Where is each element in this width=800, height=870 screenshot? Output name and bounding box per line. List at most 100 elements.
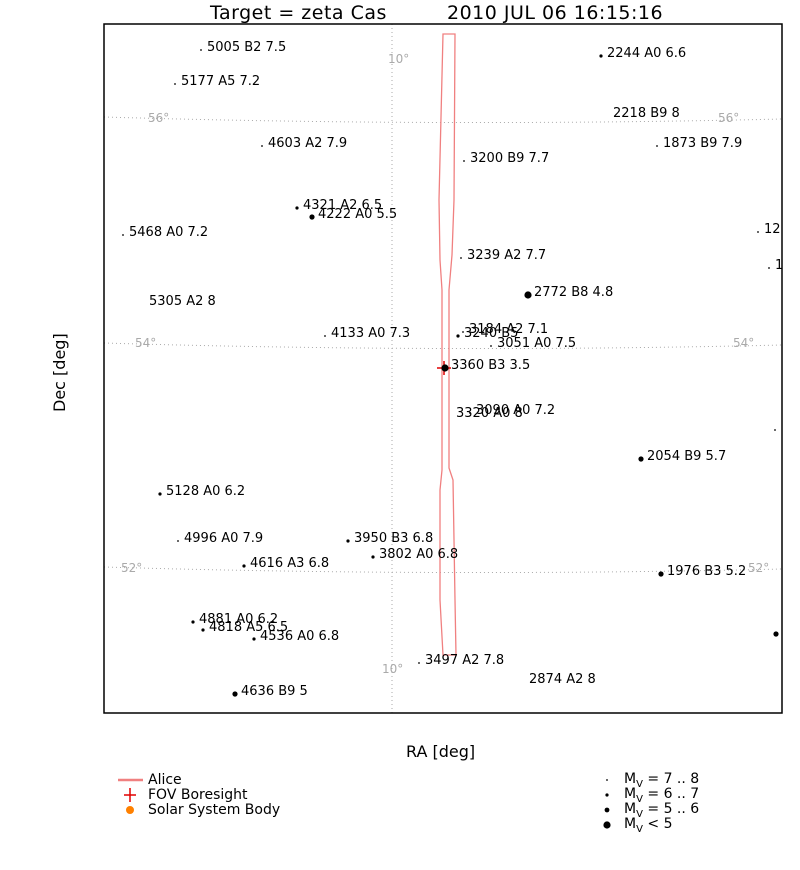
star-4: 4603 A2 7.9 [261, 136, 347, 151]
dec-grid-label-right-2: 52° [748, 561, 769, 575]
star-label-28: 4616 A3 6.8 [250, 556, 329, 571]
star-19: 3360 B3 3.5 [441, 358, 530, 373]
star-marker-9 [122, 234, 124, 236]
star-label-31: 4818 A5 6.5 [209, 620, 288, 635]
star-label-7: 4321 A2 6.5 [303, 198, 382, 213]
star-marker-7 [295, 206, 299, 210]
star-label-23: 2054 B9 5.7 [647, 449, 726, 464]
star-20: 3090 A0 7.2 [469, 403, 555, 418]
star-layer: 5005 B2 7.5 2244 A0 6.6 5177 A5 7.2 2218 B9… [122, 40, 783, 699]
star-0: 5005 B2 7.5 [200, 40, 286, 55]
star-marker-32 [252, 637, 256, 641]
star-27: 3802 A0 6.8 [371, 547, 458, 562]
star-label-5: 3200 B9 7.7 [470, 151, 549, 166]
star-marker-20 [469, 412, 471, 414]
star-label-35: 2874 A2 8 [529, 672, 596, 687]
star-marker-8 [309, 214, 315, 220]
y-axis-label: Dec [deg] [50, 333, 69, 412]
star-label-3: 2218 B9 8 [613, 106, 680, 121]
star-26: 3950 B3 6.8 [346, 531, 433, 546]
star-30: 4881 A0 6.2 [191, 612, 278, 627]
star-17: 3240 B5 [456, 326, 518, 341]
star-12: 1 [768, 258, 783, 273]
star-label-4: 4603 A2 7.9 [268, 136, 347, 151]
star-10: 12 [757, 222, 781, 237]
grid-lines: 56° 56° 54° 54° 52° 52° 10° 10° [103, 24, 783, 713]
star-31: 4818 A5 6.5 [201, 620, 288, 635]
star-21: 3320 A0 8 [456, 406, 523, 421]
star-label-26: 3950 B3 6.8 [354, 531, 433, 546]
star-label-25: 4996 A0 7.9 [184, 531, 263, 546]
star-label-18: 3051 A0 7.5 [497, 336, 576, 351]
dec-grid-line-1 [103, 342, 783, 350]
star-marker-10 [757, 231, 759, 233]
star-label-29: 1976 B3 5.2 [667, 564, 746, 579]
dec-grid-label-left-2: 52° [121, 561, 142, 575]
star-label-36: 4636 B9 5 [241, 684, 308, 699]
star-marker-0 [200, 49, 202, 51]
star-marker-12 [768, 267, 770, 269]
star-6: 1873 B9 7.9 [656, 136, 742, 151]
dec-grid-line-2 [103, 566, 783, 574]
dec-grid-label-right-0: 56° [718, 111, 739, 125]
star-marker-17 [456, 334, 460, 338]
star-label-27: 3802 A0 6.8 [379, 547, 458, 562]
star-marker-24 [158, 492, 162, 496]
star-marker-28 [242, 564, 246, 568]
star-label-0: 5005 B2 7.5 [207, 40, 286, 55]
x-axis-label: RA [deg] [406, 742, 476, 761]
star-marker-6 [656, 145, 658, 147]
star-29: 1976 B3 5.2 [658, 564, 746, 579]
dec-grid-label-left-1: 54° [135, 336, 156, 350]
star-label-34: 3497 A2 7.8 [425, 653, 504, 668]
star-label-30: 4881 A0 6.2 [199, 612, 278, 627]
star-label-11: 3239 A2 7.7 [467, 248, 546, 263]
star-label-12: 1 [775, 258, 783, 273]
dec-grid-label-right-1: 54° [733, 336, 754, 350]
star-label-24: 5128 A0 6.2 [166, 484, 245, 499]
star-32: 4536 A0 6.8 [252, 629, 339, 644]
star-13: 2772 B8 4.8 [524, 285, 613, 300]
star-14: 5305 A2 8 [149, 294, 216, 309]
star-25: 4996 A0 7.9 [177, 531, 263, 546]
star-marker-5 [463, 160, 465, 162]
star-marker-16 [462, 331, 464, 333]
star-marker-1 [599, 54, 603, 58]
star-marker-36 [232, 691, 238, 697]
star-label-19: 3360 B3 3.5 [451, 358, 530, 373]
star-label-1: 2244 A0 6.6 [607, 46, 686, 61]
star-marker-23 [638, 456, 644, 462]
star-marker-29 [658, 571, 664, 577]
star-label-14: 5305 A2 8 [149, 294, 216, 309]
star-3: 2218 B9 8 [613, 106, 680, 121]
ra-grid-label-top: 10° [388, 52, 409, 66]
star-16: 3184 A2 7.1 [462, 322, 548, 337]
star-marker-4 [261, 145, 263, 147]
star-11: 3239 A2 7.7 [460, 248, 546, 263]
star-18: 3051 A0 7.5 [490, 336, 576, 351]
star-label-10: 12 [764, 222, 781, 237]
star-5: 3200 B9 7.7 [463, 151, 549, 166]
dec-grid-label-left-0: 56° [148, 111, 169, 125]
star-2: 5177 A5 7.2 [174, 74, 260, 89]
star-marker-13 [524, 291, 532, 299]
star-22 [774, 429, 776, 431]
star-marker-27 [371, 555, 375, 559]
star-label-8: 4222 A0 5.5 [318, 207, 397, 222]
ra-grid-label-bottom: 10° [382, 662, 403, 676]
target-title: Target = zeta Cas [210, 2, 387, 24]
star-label-17: 3240 B5 [464, 326, 518, 341]
star-marker-2 [174, 83, 176, 85]
star-marker-18 [490, 345, 492, 347]
star-label-15: 4133 A0 7.3 [331, 326, 410, 341]
star-label-16: 3184 A2 7.1 [469, 322, 548, 337]
star-28: 4616 A3 6.8 [242, 556, 329, 571]
star-marker-22 [774, 429, 776, 431]
plot-frame [103, 23, 783, 714]
star-label-13: 2772 B8 4.8 [534, 285, 613, 300]
star-marker-11 [460, 257, 462, 259]
star-marker-15 [324, 335, 326, 337]
star-marker-26 [346, 539, 350, 543]
star-marker-25 [177, 540, 179, 542]
